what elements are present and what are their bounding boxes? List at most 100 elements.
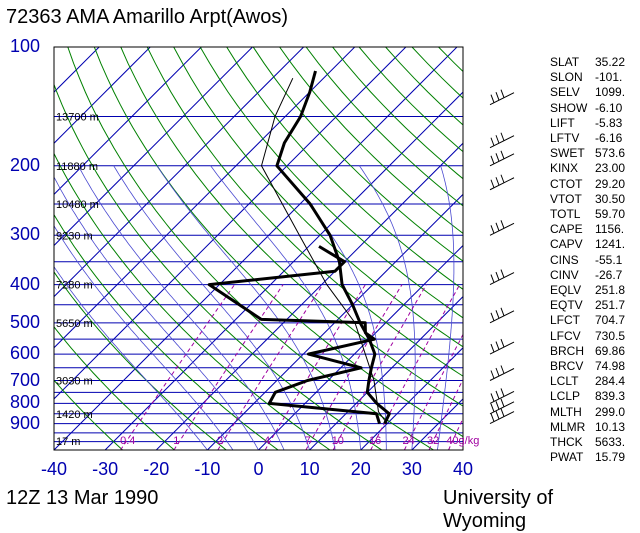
- index-value: 74.98: [595, 359, 625, 373]
- wind-barb: [490, 270, 514, 285]
- index-key: PWAT: [550, 450, 583, 464]
- index-key: CAPV: [550, 237, 583, 251]
- index-value: 299.0: [595, 405, 625, 419]
- index-value: 30.50: [595, 192, 625, 206]
- height-label: 10480 m: [56, 199, 99, 211]
- mixing-ratio-line: [174, 285, 283, 450]
- index-key: LFCT: [550, 313, 580, 327]
- index-key: LCLP: [550, 389, 580, 403]
- temperature-tick-label: -20: [136, 459, 176, 480]
- pressure-tick-label: 600: [0, 343, 60, 364]
- temperature-tick-label: 0: [239, 459, 279, 480]
- index-value: 5633.: [595, 435, 625, 449]
- mixing-ratio-line: [449, 285, 529, 450]
- index-key: SWET: [550, 146, 585, 160]
- index-key: BRCV: [550, 359, 583, 373]
- isotherm: [310, 47, 640, 450]
- pressure-tick-label: 100: [0, 36, 60, 57]
- index-value: 839.3: [595, 389, 625, 403]
- wind-barb: [490, 366, 514, 381]
- height-label: 9230 m: [56, 230, 93, 242]
- temperature-tick-label: 20: [341, 459, 381, 480]
- plot-grid: [0, 47, 640, 450]
- height-label: 7280 m: [56, 280, 93, 292]
- mixing-ratio-line: [265, 285, 365, 450]
- index-key: SELV: [550, 85, 580, 99]
- temperature-line: [277, 71, 389, 424]
- index-value: 69.86: [595, 344, 625, 358]
- wind-barb: [490, 151, 514, 166]
- wind-barb: [490, 133, 514, 148]
- index-key: MLMR: [550, 420, 585, 434]
- wind-barb: [490, 339, 514, 354]
- mixing-ratio-label: 10: [332, 435, 344, 447]
- index-key: SLAT: [550, 55, 579, 69]
- index-value: 704.7: [595, 313, 625, 327]
- height-label: 5650 m: [56, 318, 93, 330]
- index-key: CAPE: [550, 222, 583, 236]
- wind-barb: [490, 90, 514, 105]
- index-value: -26.7: [595, 268, 622, 282]
- index-value: 730.5: [595, 329, 625, 343]
- index-key: CINV: [550, 268, 579, 282]
- index-value: 23.00: [595, 161, 625, 175]
- height-label: 11880 m: [56, 161, 98, 173]
- moist-adiabat: [78, 166, 284, 450]
- pressure-tick-label: 400: [0, 274, 60, 295]
- dry-adiabat: [333, 47, 640, 450]
- moist-adiabat: [278, 166, 386, 450]
- moist-adiabat: [463, 166, 506, 450]
- mixing-ratio-label: 16: [369, 435, 381, 447]
- temperature-tick-label: 30: [392, 459, 432, 480]
- index-value: 251.7: [595, 298, 625, 312]
- index-key: LFTV: [550, 131, 579, 145]
- index-key: CTOT: [550, 177, 582, 191]
- index-key: SHOW: [550, 101, 587, 115]
- height-label: 13700 m: [56, 111, 99, 123]
- mixing-ratio-label: 0.4: [120, 435, 135, 447]
- mixing-ratio-label: 40g/kg: [446, 435, 479, 447]
- index-key: EQLV: [550, 283, 581, 297]
- index-key: TOTL: [550, 207, 580, 221]
- mixing-ratio-line: [121, 285, 235, 450]
- height-label: 1420 m: [56, 409, 93, 421]
- index-value: 1156.: [595, 222, 624, 236]
- index-value: 1099.: [595, 85, 625, 99]
- sounding-time: 12Z 13 Mar 1990: [6, 487, 158, 510]
- plot-frame: [54, 47, 463, 450]
- index-key: BRCH: [550, 344, 584, 358]
- moist-adiabat: [114, 166, 310, 450]
- mixing-ratio-line: [333, 285, 426, 450]
- index-value: 284.4: [595, 374, 625, 388]
- pressure-tick-label: 300: [0, 224, 60, 245]
- pressure-tick-label: 200: [0, 155, 60, 176]
- pressure-tick-label: 900: [0, 413, 60, 434]
- dry-adiabat: [306, 47, 640, 450]
- index-value: 29.20: [595, 177, 625, 191]
- mixing-ratio-label: 2: [217, 435, 223, 447]
- height-label: 17 m: [56, 436, 80, 448]
- index-value: -5.83: [595, 116, 622, 130]
- index-key: KINX: [550, 161, 578, 175]
- credit-label: University of Wyoming: [443, 487, 640, 533]
- temperature-tick-label: 10: [290, 459, 330, 480]
- mixing-ratio-line: [429, 285, 512, 450]
- dry-adiabat: [121, 47, 538, 450]
- pressure-tick-label: 800: [0, 392, 60, 413]
- index-value: 10.13: [595, 420, 625, 434]
- index-value: 35.22: [595, 55, 625, 69]
- index-key: EQTV: [550, 298, 583, 312]
- height-label: 3030 m: [56, 376, 93, 388]
- index-key: LCLT: [550, 374, 578, 388]
- index-key: LFCV: [550, 329, 581, 343]
- mixing-ratio-label: 4: [264, 435, 270, 447]
- mixing-ratio-label: 7: [305, 435, 311, 447]
- mixing-ratio-label: 24: [402, 435, 414, 447]
- temperature-tick-label: -40: [34, 459, 74, 480]
- index-key: THCK: [550, 435, 583, 449]
- mixing-ratio-label: 32: [427, 435, 439, 447]
- temperature-tick-label: 40: [443, 459, 483, 480]
- wind-barb: [490, 175, 514, 190]
- pressure-tick-label: 500: [0, 312, 60, 333]
